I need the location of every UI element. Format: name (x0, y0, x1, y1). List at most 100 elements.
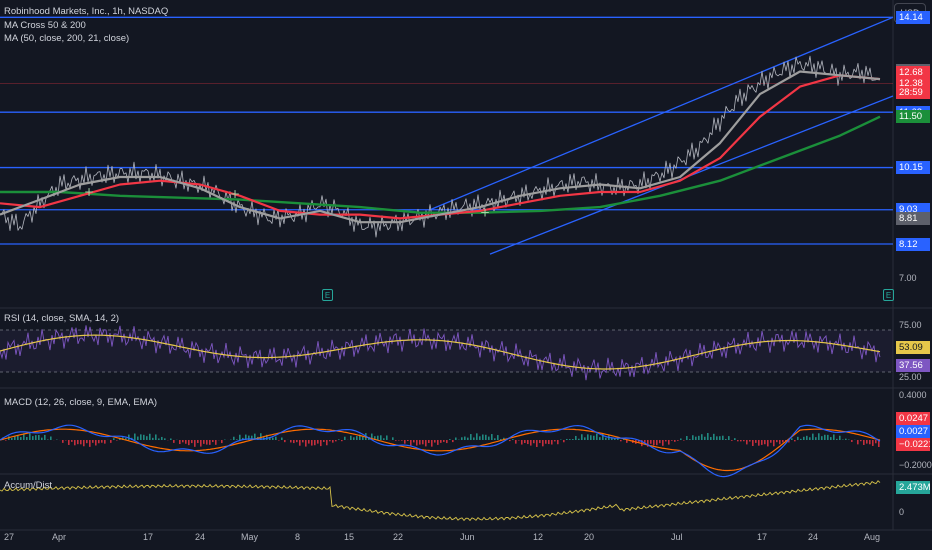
macd-histogram-bar (788, 440, 790, 443)
macd-histogram-bar (659, 440, 661, 444)
macd-histogram-bar (545, 440, 547, 444)
macd-histogram-bar (17, 435, 19, 440)
macd-histogram-bar (551, 440, 553, 445)
macd-histogram-bar (83, 440, 85, 447)
macd-histogram-bar (695, 436, 697, 440)
macd-histogram-bar (332, 440, 334, 443)
rsi-line (0, 325, 881, 381)
macd-histogram-bar (212, 440, 214, 443)
macd-histogram-bar (455, 437, 457, 440)
macd-histogram-bar (32, 436, 34, 440)
macd-histogram-bar (410, 440, 412, 446)
macd-histogram-bar (824, 434, 826, 440)
macd-histogram-bar (146, 436, 148, 440)
macd-histogram-bar (569, 439, 571, 440)
indicator-ma-label[interactable]: MA (50, close, 200, 21, close) (4, 33, 130, 44)
macd-histogram-bar (476, 433, 478, 440)
macd-histogram-bar (449, 439, 451, 440)
price-tag: 10.15 (896, 161, 930, 175)
macd-histogram-bar (743, 440, 745, 442)
macd-histogram-bar (587, 434, 589, 440)
macd-histogram-bar (443, 440, 445, 442)
macd-histogram-bar (830, 437, 832, 440)
macd-histogram-bar (248, 435, 250, 440)
macd-histogram-bar (734, 438, 736, 440)
macd-histogram-bar (209, 440, 211, 445)
macd-histogram-bar (422, 440, 424, 445)
time-axis-label: Jul (671, 532, 683, 542)
macd-histogram-bar (485, 434, 487, 440)
macd-histogram-bar (386, 435, 388, 440)
macd-line (0, 424, 881, 478)
macd-histogram-bar (152, 437, 154, 440)
macd-histogram-bar (614, 438, 616, 440)
macd-histogram-bar (47, 439, 49, 440)
macd-histogram-bar (725, 438, 727, 440)
macd-histogram-bar (827, 434, 829, 440)
macd-histogram-bar (317, 440, 319, 444)
macd-histogram-bar (581, 434, 583, 440)
macd-histogram-bar (815, 437, 817, 440)
macd-histogram-bar (233, 436, 235, 440)
time-axis-label: 24 (808, 532, 819, 542)
macd-histogram-bar (524, 440, 526, 444)
macd-histogram-bar (335, 440, 337, 442)
ma-21-line (0, 70, 881, 224)
macd-histogram-bar (404, 440, 406, 444)
macd-histogram-bar (740, 440, 742, 442)
macd-histogram-bar (113, 438, 115, 440)
macd-histogram-bar (197, 440, 199, 444)
macd-histogram-bar (821, 436, 823, 440)
cross-marker: + (84, 185, 94, 199)
price-tag: 28:59 (896, 86, 930, 100)
macd-histogram-bar (194, 440, 196, 447)
macd-histogram-bar (239, 434, 241, 440)
macd-histogram-bar (674, 440, 676, 442)
macd-histogram-bar (488, 436, 490, 440)
macd-histogram-bar (728, 436, 730, 440)
macd-histogram-bar (836, 438, 838, 440)
macd-histogram-bar (284, 440, 286, 443)
rsi-pane-title[interactable]: RSI (14, close, SMA, 14, 2) (4, 313, 120, 324)
macd-histogram-bar (467, 437, 469, 440)
macd-histogram-bar (23, 433, 25, 440)
macd-histogram-bar (503, 437, 505, 440)
macd-histogram-bar (680, 438, 682, 440)
macd-histogram-bar (638, 440, 640, 443)
macd-histogram-bar (452, 440, 454, 443)
macd-histogram-bar (464, 436, 466, 440)
macd-histogram-bar (539, 440, 541, 444)
price-series-line (0, 55, 879, 238)
macd-histogram-bar (161, 436, 163, 440)
macd-histogram-bar (203, 440, 205, 444)
macd-histogram-bar (689, 439, 691, 440)
rsi-band (0, 330, 893, 372)
macd-histogram-bar (89, 440, 91, 447)
cross-marker: + (230, 187, 240, 201)
macd-histogram-bar (35, 435, 37, 440)
macd-histogram-bar (419, 440, 421, 445)
macd-pane-title[interactable]: MACD (12, 26, close, 9, EMA, EMA) (4, 397, 158, 408)
accum-pane-title[interactable]: Accum/Dist (4, 480, 53, 491)
indicator-ma-cross-label[interactable]: MA Cross 50 & 200 (4, 20, 86, 31)
earnings-marker-icon[interactable]: E (883, 289, 894, 301)
macd-histogram-bar (140, 434, 142, 440)
macd-histogram-bar (605, 437, 607, 440)
macd-histogram-bar (185, 440, 187, 444)
macd-histogram-bar (584, 437, 586, 440)
price-axis-tick: 7.00 (899, 273, 917, 283)
macd-histogram-bar (812, 433, 814, 440)
macd-histogram-bar (254, 433, 256, 440)
macd-histogram-bar (800, 438, 802, 440)
macd-histogram-bar (785, 440, 787, 442)
macd-histogram-bar (536, 440, 538, 447)
macd-histogram-bar (575, 435, 577, 440)
earnings-marker-icon[interactable]: E (322, 289, 333, 301)
macd-histogram-bar (134, 433, 136, 440)
price-tag: 11.50 (896, 110, 930, 124)
macd-histogram-bar (461, 437, 463, 440)
macd-histogram-bar (353, 437, 355, 440)
macd-histogram-bar (593, 435, 595, 440)
macd-histogram-bar (797, 436, 799, 440)
time-axis-label: Jun (460, 532, 475, 542)
